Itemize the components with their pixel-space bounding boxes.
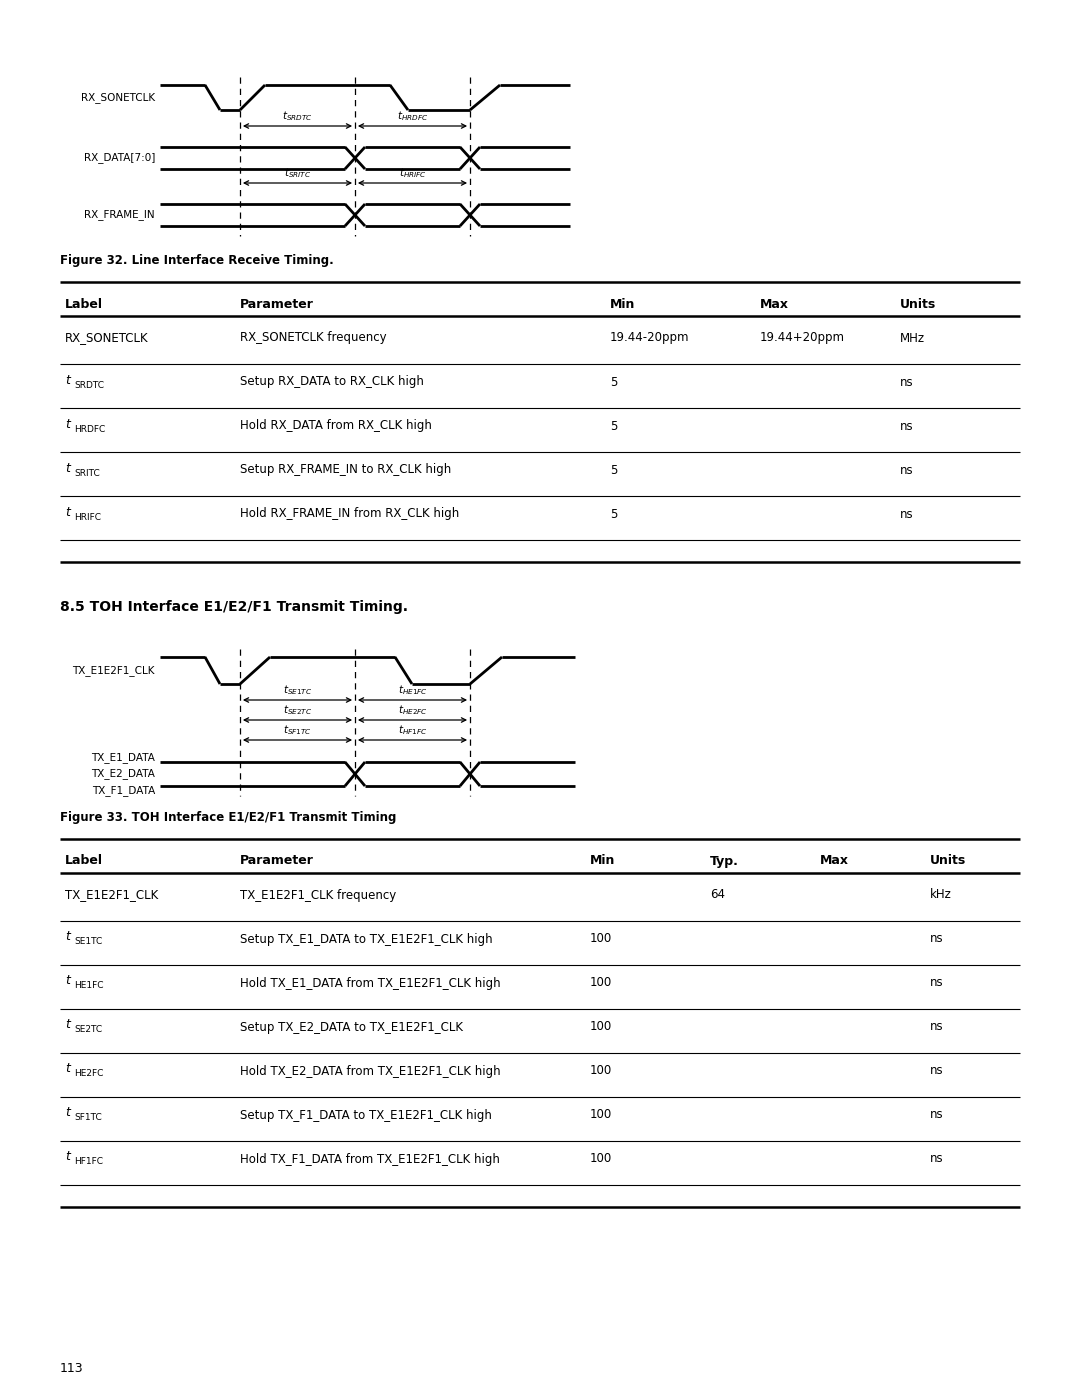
Text: Label: Label xyxy=(65,855,103,868)
Text: Max: Max xyxy=(760,298,789,310)
Text: 100: 100 xyxy=(590,1153,612,1165)
Text: Figure 33. TOH Interface E1/E2/F1 Transmit Timing: Figure 33. TOH Interface E1/E2/F1 Transm… xyxy=(60,812,396,824)
Text: Hold RX_FRAME_IN from RX_CLK high: Hold RX_FRAME_IN from RX_CLK high xyxy=(240,507,459,521)
Text: RX_DATA[7:0]: RX_DATA[7:0] xyxy=(83,152,156,163)
Text: HRIFC: HRIFC xyxy=(75,513,102,521)
Text: RX_SONETCLK: RX_SONETCLK xyxy=(65,331,149,345)
Text: RX_FRAME_IN: RX_FRAME_IN xyxy=(84,210,156,221)
Text: 8.5 TOH Interface E1/E2/F1 Transmit Timing.: 8.5 TOH Interface E1/E2/F1 Transmit Timi… xyxy=(60,599,408,615)
Text: 100: 100 xyxy=(590,933,612,946)
Text: t: t xyxy=(65,461,70,475)
Text: $t_{HE1FC}$: $t_{HE1FC}$ xyxy=(397,683,428,697)
Text: Units: Units xyxy=(930,855,967,868)
Text: 64: 64 xyxy=(710,888,725,901)
Text: Hold RX_DATA from RX_CLK high: Hold RX_DATA from RX_CLK high xyxy=(240,419,432,433)
Text: 5: 5 xyxy=(610,464,618,476)
Text: ns: ns xyxy=(930,977,944,989)
Text: ns: ns xyxy=(930,1020,944,1034)
Text: t: t xyxy=(65,930,70,943)
Text: $t_{SRDTC}$: $t_{SRDTC}$ xyxy=(282,109,313,123)
Text: TX_E1E2F1_CLK frequency: TX_E1E2F1_CLK frequency xyxy=(240,888,396,901)
Text: 100: 100 xyxy=(590,1020,612,1034)
Text: ns: ns xyxy=(930,1108,944,1122)
Text: SRDTC: SRDTC xyxy=(75,380,104,390)
Text: TX_E1E2F1_CLK: TX_E1E2F1_CLK xyxy=(72,665,156,676)
Text: SF1TC: SF1TC xyxy=(75,1113,102,1123)
Text: 100: 100 xyxy=(590,1108,612,1122)
Text: TX_E1E2F1_CLK: TX_E1E2F1_CLK xyxy=(65,888,159,901)
Text: Setup TX_E1_DATA to TX_E1E2F1_CLK high: Setup TX_E1_DATA to TX_E1E2F1_CLK high xyxy=(240,933,492,946)
Text: Typ.: Typ. xyxy=(710,855,739,868)
Text: RX_SONETCLK frequency: RX_SONETCLK frequency xyxy=(240,331,387,345)
Text: HE1FC: HE1FC xyxy=(75,982,104,990)
Text: 5: 5 xyxy=(610,507,618,521)
Text: $t_{SE2TC}$: $t_{SE2TC}$ xyxy=(283,703,312,717)
Text: TX_F1_DATA: TX_F1_DATA xyxy=(92,785,156,796)
Text: ns: ns xyxy=(900,376,914,388)
Text: ns: ns xyxy=(930,1153,944,1165)
Text: TX_E2_DATA: TX_E2_DATA xyxy=(91,768,156,780)
Text: 19.44-20ppm: 19.44-20ppm xyxy=(610,331,689,345)
Text: Label: Label xyxy=(65,298,103,310)
Text: 5: 5 xyxy=(610,419,618,433)
Text: Figure 32. Line Interface Receive Timing.: Figure 32. Line Interface Receive Timing… xyxy=(60,254,334,267)
Text: t: t xyxy=(65,1151,70,1164)
Text: $t_{SE1TC}$: $t_{SE1TC}$ xyxy=(283,683,312,697)
Text: t: t xyxy=(65,1106,70,1119)
Text: ns: ns xyxy=(930,933,944,946)
Text: MHz: MHz xyxy=(900,331,926,345)
Text: $t_{HRDFC}$: $t_{HRDFC}$ xyxy=(396,109,428,123)
Text: Min: Min xyxy=(590,855,616,868)
Text: TX_E1_DATA: TX_E1_DATA xyxy=(91,752,156,763)
Text: ns: ns xyxy=(900,464,914,476)
Text: ns: ns xyxy=(900,507,914,521)
Text: $t_{SF1TC}$: $t_{SF1TC}$ xyxy=(283,724,312,738)
Text: ns: ns xyxy=(930,1065,944,1077)
Text: HE2FC: HE2FC xyxy=(75,1070,104,1078)
Text: t: t xyxy=(65,506,70,518)
Text: Setup RX_FRAME_IN to RX_CLK high: Setup RX_FRAME_IN to RX_CLK high xyxy=(240,464,451,476)
Text: $t_{HF1FC}$: $t_{HF1FC}$ xyxy=(397,724,428,738)
Text: 5: 5 xyxy=(610,376,618,388)
Text: $t_{SRITC}$: $t_{SRITC}$ xyxy=(284,166,311,180)
Text: Setup RX_DATA to RX_CLK high: Setup RX_DATA to RX_CLK high xyxy=(240,376,423,388)
Text: Hold TX_E2_DATA from TX_E1E2F1_CLK high: Hold TX_E2_DATA from TX_E1E2F1_CLK high xyxy=(240,1065,501,1077)
Text: $t_{HRIFC}$: $t_{HRIFC}$ xyxy=(399,166,427,180)
Text: ns: ns xyxy=(900,419,914,433)
Text: Setup TX_E2_DATA to TX_E1E2F1_CLK: Setup TX_E2_DATA to TX_E1E2F1_CLK xyxy=(240,1020,463,1034)
Text: Setup TX_F1_DATA to TX_E1E2F1_CLK high: Setup TX_F1_DATA to TX_E1E2F1_CLK high xyxy=(240,1108,491,1122)
Text: SRITC: SRITC xyxy=(75,468,99,478)
Text: Hold TX_F1_DATA from TX_E1E2F1_CLK high: Hold TX_F1_DATA from TX_E1E2F1_CLK high xyxy=(240,1153,500,1165)
Text: 100: 100 xyxy=(590,1065,612,1077)
Text: Units: Units xyxy=(900,298,936,310)
Text: Parameter: Parameter xyxy=(240,298,314,310)
Text: t: t xyxy=(65,975,70,988)
Text: t: t xyxy=(65,1018,70,1031)
Text: $t_{HE2FC}$: $t_{HE2FC}$ xyxy=(397,703,428,717)
Text: RX_SONETCLK: RX_SONETCLK xyxy=(81,92,156,103)
Text: 113: 113 xyxy=(60,1362,83,1375)
Text: HRDFC: HRDFC xyxy=(75,425,105,433)
Text: kHz: kHz xyxy=(930,888,951,901)
Text: Max: Max xyxy=(820,855,849,868)
Text: HF1FC: HF1FC xyxy=(75,1158,103,1166)
Text: Parameter: Parameter xyxy=(240,855,314,868)
Text: SE2TC: SE2TC xyxy=(75,1025,103,1035)
Text: t: t xyxy=(65,418,70,430)
Text: SE1TC: SE1TC xyxy=(75,937,103,947)
Text: Hold TX_E1_DATA from TX_E1E2F1_CLK high: Hold TX_E1_DATA from TX_E1E2F1_CLK high xyxy=(240,977,501,989)
Text: t: t xyxy=(65,1063,70,1076)
Text: 100: 100 xyxy=(590,977,612,989)
Text: 19.44+20ppm: 19.44+20ppm xyxy=(760,331,845,345)
Text: t: t xyxy=(65,373,70,387)
Text: Min: Min xyxy=(610,298,635,310)
